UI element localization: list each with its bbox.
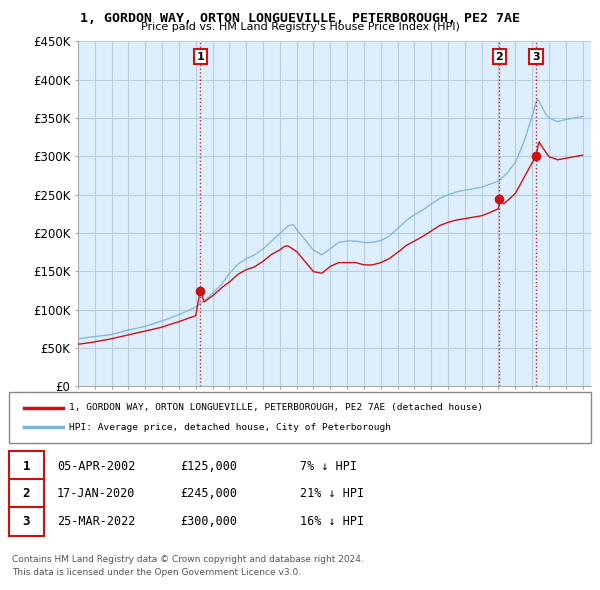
Text: 3: 3	[23, 515, 30, 528]
Text: 1: 1	[23, 460, 30, 473]
Text: This data is licensed under the Open Government Licence v3.0.: This data is licensed under the Open Gov…	[12, 568, 301, 577]
Text: 2: 2	[496, 52, 503, 61]
Text: Price paid vs. HM Land Registry's House Price Index (HPI): Price paid vs. HM Land Registry's House …	[140, 22, 460, 32]
Text: £125,000: £125,000	[180, 460, 237, 473]
Text: HPI: Average price, detached house, City of Peterborough: HPI: Average price, detached house, City…	[69, 422, 391, 432]
Text: 16% ↓ HPI: 16% ↓ HPI	[300, 515, 364, 528]
Text: 21% ↓ HPI: 21% ↓ HPI	[300, 487, 364, 500]
Text: 1, GORDON WAY, ORTON LONGUEVILLE, PETERBOROUGH, PE2 7AE: 1, GORDON WAY, ORTON LONGUEVILLE, PETERB…	[80, 12, 520, 25]
Text: 05-APR-2002: 05-APR-2002	[57, 460, 136, 473]
Text: 2: 2	[23, 487, 30, 500]
Text: Contains HM Land Registry data © Crown copyright and database right 2024.: Contains HM Land Registry data © Crown c…	[12, 555, 364, 564]
Text: £300,000: £300,000	[180, 515, 237, 528]
Text: 7% ↓ HPI: 7% ↓ HPI	[300, 460, 357, 473]
Text: £245,000: £245,000	[180, 487, 237, 500]
Text: 3: 3	[532, 52, 540, 61]
Text: 25-MAR-2022: 25-MAR-2022	[57, 515, 136, 528]
Text: 1: 1	[196, 52, 204, 61]
Text: 17-JAN-2020: 17-JAN-2020	[57, 487, 136, 500]
Text: 1, GORDON WAY, ORTON LONGUEVILLE, PETERBOROUGH, PE2 7AE (detached house): 1, GORDON WAY, ORTON LONGUEVILLE, PETERB…	[69, 403, 483, 412]
